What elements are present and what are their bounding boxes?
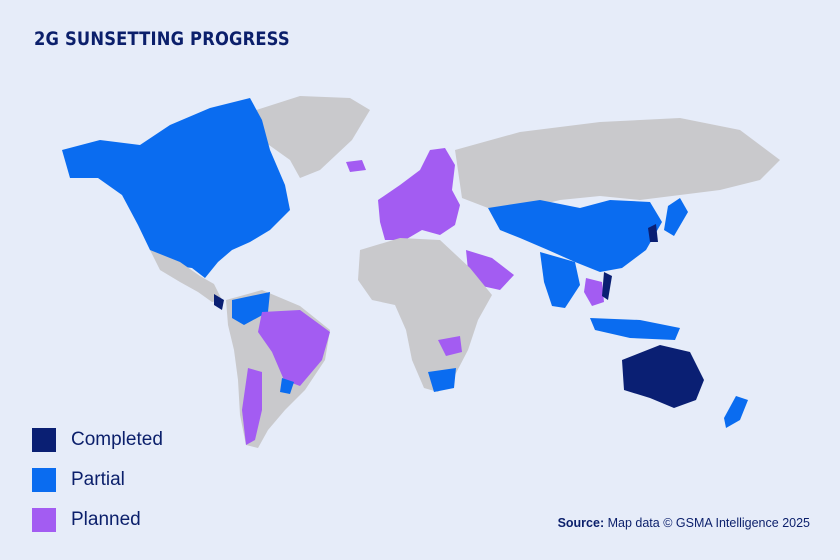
north-america-partial <box>62 98 290 278</box>
argentina-planned <box>242 368 262 445</box>
legend-label: Partial <box>71 469 125 490</box>
map-title: 2G SUNSETTING PROGRESS <box>34 28 290 50</box>
south-africa-partial <box>428 368 456 392</box>
korea-completed <box>648 224 658 242</box>
africa <box>358 238 492 392</box>
legend-label: Completed <box>71 429 163 450</box>
legend-swatch-partial <box>32 468 56 492</box>
legend: Completed Partial Planned <box>32 428 163 548</box>
japan-partial <box>664 198 688 236</box>
australia-completed <box>622 345 704 408</box>
legend-swatch-planned <box>32 508 56 532</box>
iceland-planned <box>346 160 366 172</box>
southern-africa-planned <box>438 336 462 356</box>
india-partial <box>540 252 580 308</box>
new-zealand-partial <box>724 396 748 428</box>
russia <box>455 118 780 210</box>
legend-swatch-completed <box>32 428 56 452</box>
legend-item-partial: Partial <box>32 468 163 492</box>
se-asia-planned <box>584 278 604 306</box>
source-note: Source: Map data © GSMA Intelligence 202… <box>558 516 810 530</box>
brazil-planned <box>258 310 330 386</box>
vietnam-completed <box>602 272 612 300</box>
europe-planned <box>378 148 460 240</box>
source-prefix: Source: <box>557 516 605 530</box>
legend-label: Planned <box>71 509 141 530</box>
mexico <box>150 250 222 302</box>
indonesia-partial <box>590 318 680 340</box>
venezuela-partial <box>232 292 270 325</box>
central-america-completed <box>214 294 224 310</box>
greenland <box>250 96 370 178</box>
legend-item-planned: Planned <box>32 508 163 532</box>
uruguay-partial <box>280 378 294 394</box>
source-text: Map data © GSMA Intelligence 2025 <box>607 516 810 530</box>
central-asia-partial <box>488 200 662 272</box>
legend-item-completed: Completed <box>32 428 163 452</box>
